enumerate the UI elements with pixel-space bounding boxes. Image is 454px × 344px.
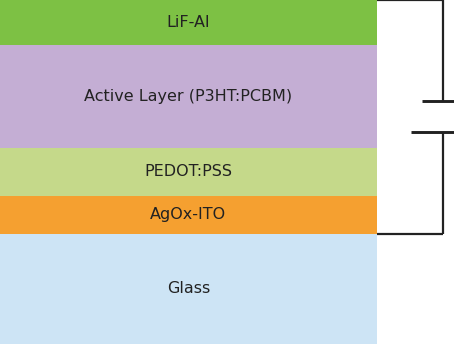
Bar <box>0 45 377 148</box>
Bar <box>0 148 377 196</box>
Bar <box>0 196 377 234</box>
Text: AgOx-ITO: AgOx-ITO <box>150 207 227 223</box>
Bar <box>0 0 377 45</box>
Bar <box>0 234 377 344</box>
Text: Glass: Glass <box>167 281 210 297</box>
Text: LiF-Al: LiF-Al <box>167 15 210 30</box>
Text: Active Layer (P3HT:PCBM): Active Layer (P3HT:PCBM) <box>84 89 292 104</box>
Text: PEDOT:PSS: PEDOT:PSS <box>144 164 232 180</box>
